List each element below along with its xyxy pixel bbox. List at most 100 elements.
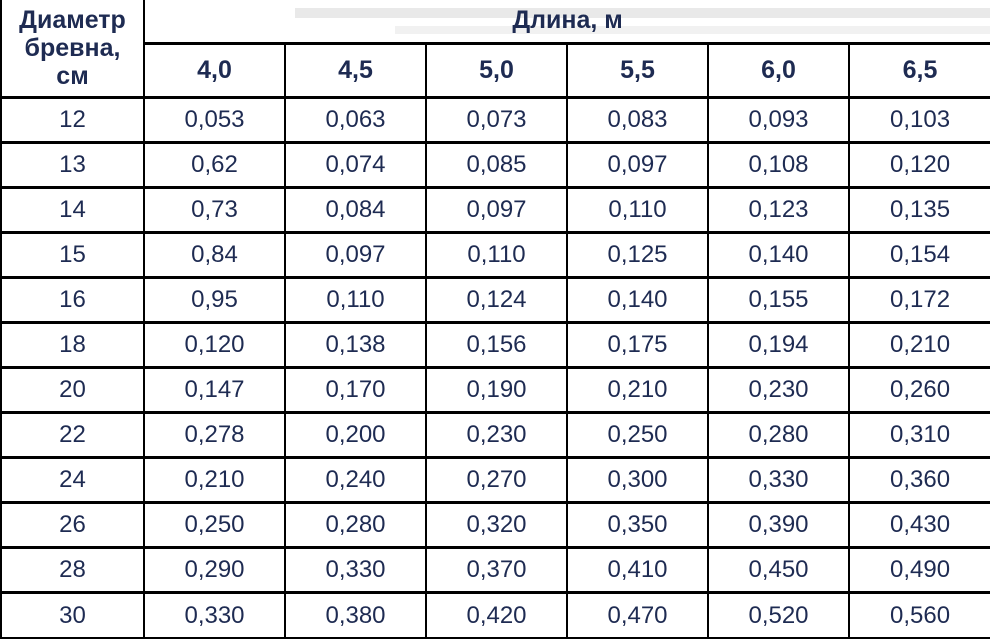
- volume-cell: 0,320: [425, 501, 568, 550]
- diameter-cell: 24: [0, 456, 145, 505]
- diameter-cell: 22: [0, 411, 145, 460]
- volume-cell: 0,110: [284, 275, 427, 324]
- diameter-cell: 12: [0, 95, 145, 144]
- length-column-header: 4,0: [143, 41, 286, 99]
- volume-cell: 0,140: [707, 230, 850, 279]
- volume-cell: 0,108: [707, 140, 850, 189]
- volume-cell: 0,280: [284, 501, 427, 550]
- diameter-cell: 13: [0, 140, 145, 189]
- volume-cell: 0,250: [566, 411, 709, 460]
- volume-cell: 0,250: [143, 501, 286, 550]
- volume-cell: 0,350: [566, 501, 709, 550]
- volume-cell: 0,084: [284, 185, 427, 234]
- volume-cell: 0,135: [847, 185, 990, 234]
- volume-cell: 0,95: [143, 275, 286, 324]
- diameter-cell: 20: [0, 365, 145, 415]
- table-row: 22 0,278 0,200 0,230 0,250 0,280 0,310: [0, 411, 990, 460]
- length-group-header-cell: Длина, м: [142, 0, 990, 45]
- diameter-cell: 18: [0, 320, 145, 369]
- table-row: 15 0,84 0,097 0,110 0,125 0,140 0,154: [0, 230, 990, 279]
- volume-cell: 0,200: [284, 411, 427, 460]
- volume-cell: 0,194: [707, 320, 850, 369]
- volume-cell: 0,138: [284, 320, 427, 369]
- volume-cell: 0,154: [847, 230, 990, 279]
- volume-cell: 0,278: [143, 411, 286, 460]
- volume-cell: 0,053: [143, 95, 286, 144]
- table-row: 14 0,73 0,084 0,097 0,110 0,123 0,135: [0, 185, 990, 234]
- volume-cell: 0,300: [566, 456, 709, 505]
- volume-cell: 0,097: [425, 185, 568, 234]
- volume-cell: 0,370: [425, 546, 568, 595]
- volume-cell: 0,84: [143, 230, 286, 279]
- header-group-row: Диаметр бревна, см Длина, м: [0, 0, 990, 99]
- volume-cell: 0,470: [566, 591, 709, 639]
- diameter-header-cell: Диаметр бревна, см: [0, 0, 145, 99]
- volume-cell: 0,260: [847, 365, 990, 415]
- volume-cell: 0,123: [707, 185, 850, 234]
- length-column-header: 5,0: [425, 41, 568, 99]
- volume-cell: 0,125: [566, 230, 709, 279]
- volume-cell: 0,430: [847, 501, 990, 550]
- volume-cell: 0,520: [707, 591, 850, 639]
- length-column-header: 4,5: [284, 41, 427, 99]
- table-row: 26 0,250 0,280 0,320 0,350 0,390 0,430: [0, 501, 990, 550]
- volume-cell: 0,240: [284, 456, 427, 505]
- volume-cell: 0,210: [143, 456, 286, 505]
- volume-cell: 0,120: [847, 140, 990, 189]
- volume-cell: 0,093: [707, 95, 850, 144]
- diameter-cell: 30: [0, 591, 145, 639]
- volume-cell: 0,290: [143, 546, 286, 595]
- volume-cell: 0,310: [847, 411, 990, 460]
- volume-cell: 0,103: [847, 95, 990, 144]
- header-columns-row: 4,0 4,5 5,0 5,5 6,0 6,5: [1, 41, 990, 99]
- volume-cell: 0,085: [425, 140, 568, 189]
- length-column-header: 6,0: [707, 41, 850, 99]
- volume-cell: 0,110: [566, 185, 709, 234]
- volume-cell: 0,063: [284, 95, 427, 144]
- table-row: 30 0,330 0,380 0,420 0,470 0,520 0,560: [0, 591, 990, 639]
- volume-cell: 0,124: [425, 275, 568, 324]
- volume-cell: 0,390: [707, 501, 850, 550]
- volume-cell: 0,450: [707, 546, 850, 595]
- diameter-cell: 16: [0, 275, 145, 324]
- volume-cell: 0,210: [847, 320, 990, 369]
- diameter-cell: 28: [0, 546, 145, 595]
- table-row: 20 0,147 0,170 0,190 0,210 0,230 0,260: [0, 365, 990, 415]
- volume-cell: 0,156: [425, 320, 568, 369]
- volume-cell: 0,360: [847, 456, 990, 505]
- volume-cell: 0,560: [847, 591, 990, 639]
- table-row: 13 0,62 0,074 0,085 0,097 0,108 0,120: [0, 140, 990, 189]
- volume-cell: 0,330: [143, 591, 286, 639]
- volume-cell: 0,140: [566, 275, 709, 324]
- volume-cell: 0,62: [143, 140, 286, 189]
- volume-cell: 0,073: [425, 95, 568, 144]
- diameter-cell: 26: [0, 501, 145, 550]
- table-row: 12 0,053 0,063 0,073 0,083 0,093 0,103: [0, 95, 990, 144]
- volume-cell: 0,420: [425, 591, 568, 639]
- volume-cell: 0,190: [425, 365, 568, 415]
- volume-cell: 0,210: [566, 365, 709, 415]
- volume-cell: 0,110: [425, 230, 568, 279]
- diameter-cell: 14: [0, 185, 145, 234]
- volume-cell: 0,330: [284, 546, 427, 595]
- volume-cell: 0,155: [707, 275, 850, 324]
- table-row: 24 0,210 0,240 0,270 0,300 0,330 0,360: [0, 456, 990, 505]
- volume-cell: 0,175: [566, 320, 709, 369]
- table-row: 18 0,120 0,138 0,156 0,175 0,194 0,210: [0, 320, 990, 369]
- volume-cell: 0,147: [143, 365, 286, 415]
- volume-cell: 0,270: [425, 456, 568, 505]
- volume-cell: 0,074: [284, 140, 427, 189]
- volume-cell: 0,410: [566, 546, 709, 595]
- volume-cell: 0,73: [143, 185, 286, 234]
- volume-cell: 0,330: [707, 456, 850, 505]
- volume-cell: 0,170: [284, 365, 427, 415]
- volume-cell: 0,230: [707, 365, 850, 415]
- volume-cell: 0,083: [566, 95, 709, 144]
- volume-cell: 0,097: [566, 140, 709, 189]
- volume-cell: 0,230: [425, 411, 568, 460]
- volume-cell: 0,097: [284, 230, 427, 279]
- length-column-header: 6,5: [847, 41, 990, 99]
- table-row: 16 0,95 0,110 0,124 0,140 0,155 0,172: [0, 275, 990, 324]
- volume-cell: 0,380: [284, 591, 427, 639]
